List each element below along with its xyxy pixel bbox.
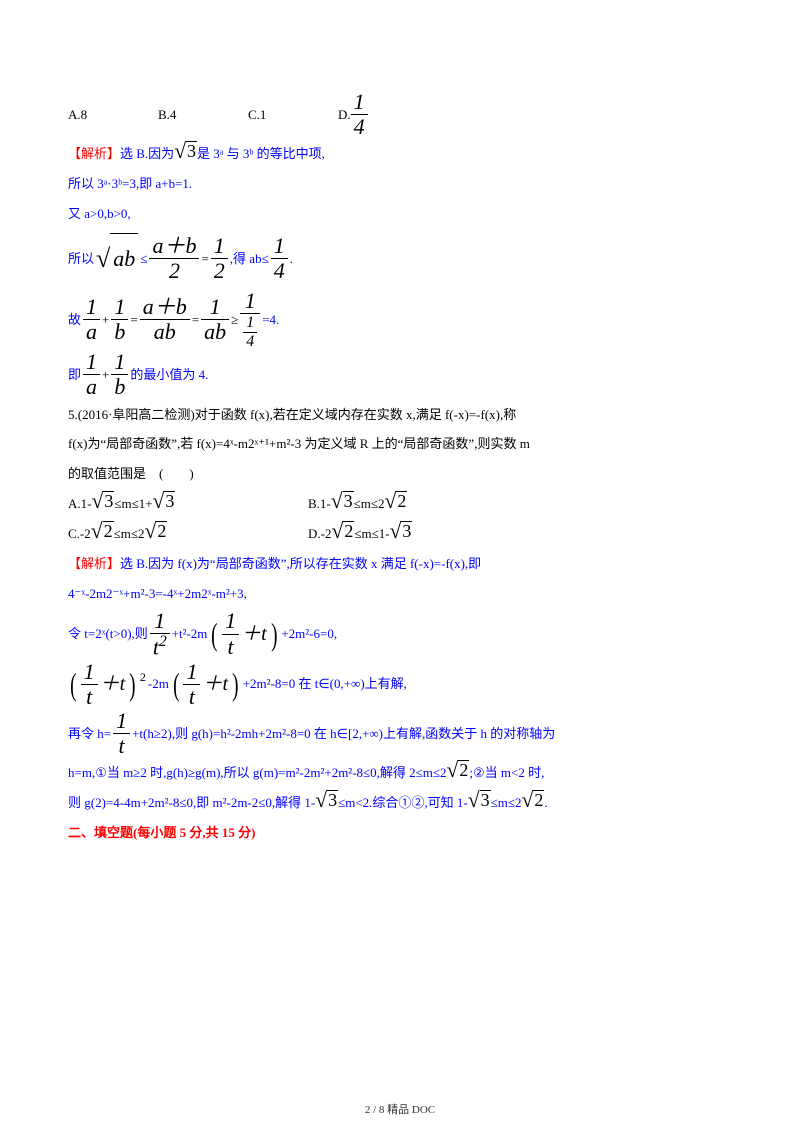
opt-a: A.1-√3≤m≤1+√3 — [68, 489, 308, 519]
q4-sol-line2: 所以 3ᵃ·3ᵇ=3,即 a+b=1. — [68, 169, 732, 199]
lparen: ( — [173, 668, 179, 700]
q5-sol2: 4⁻ˣ-2m2⁻ˣ+m²-3=-4ˣ+2m2ˣ-m²+3, — [68, 579, 732, 609]
sqrt3: √3 — [174, 141, 197, 163]
inner-frac: 1 4 — [243, 314, 257, 350]
frac-1a: 1 a — [83, 295, 100, 344]
q5-stem3: 的取值范围是 ( ) — [68, 459, 732, 489]
frac-quarter: 1 4 — [271, 234, 288, 283]
frac-1-t: 1 t — [222, 609, 239, 658]
frac-nested: 1 1 4 — [240, 289, 260, 350]
frac-ab-2: a＋b 2 — [149, 234, 199, 283]
sqrt-ab: √ab — [96, 229, 138, 289]
q4-sol-line1: 【解析】选 B.因为√3是 3ᵃ 与 3ᵇ 的等比中项, — [68, 139, 732, 169]
text: ;②当 m<2 时, — [469, 765, 544, 780]
q5-sol1: 【解析】选 B.因为 f(x)为“局部奇函数”,所以存在实数 x 满足 f(-x… — [68, 549, 732, 579]
plus: + — [102, 305, 109, 335]
rparen: ) — [232, 668, 238, 700]
q4-options: A.8 B.4 C.1 D. 1 4 — [68, 90, 732, 139]
q4-sol-line4: 所以 √ab ≤ a＋b 2 = 1 2 ,得 ab≤ 1 4 . — [68, 229, 732, 289]
text: 则 g(2)=4-4m+2m²-8≤0,即 m²-2m-2≤0,解得 1- — [68, 795, 315, 810]
q5-sol4: ( 1 t ＋t ) 2 -2m ( 1 t ＋t ) +2m²-8=0 在 t… — [68, 660, 732, 709]
text: ≤m<2.综合①②,可知 1- — [338, 795, 468, 810]
frac-1-t-d: 1 t — [113, 709, 130, 758]
text: 即 — [68, 360, 81, 390]
frac-half: 1 2 — [211, 234, 228, 283]
eq: = — [192, 305, 199, 335]
frac-1b-2: 1 b — [111, 350, 128, 399]
plus-t: ＋t — [202, 661, 228, 707]
q5-opts-row1: A.1-√3≤m≤1+√3 B.1-√3≤m≤2√2 — [68, 489, 732, 519]
frac-1-4: 1 4 — [351, 90, 368, 139]
text: +2m²-8=0 在 t∈(0,+∞)上有解, — [243, 669, 407, 699]
frac-1-t-b: 1 t — [81, 660, 98, 709]
q5-stem2: f(x)为“局部奇函数”,若 f(x)=4ˣ-m2ˣ⁺¹+m²-3 为定义域 R… — [68, 429, 732, 459]
text: 选 B.因为 — [120, 146, 174, 161]
q5-stem1: 5.(2016·阜阳高二检测)对于函数 f(x),若在定义域内存在实数 x,满足… — [68, 400, 732, 430]
plus: + — [102, 360, 109, 390]
lparen: ( — [212, 618, 218, 650]
opt-d: D. 1 4 — [338, 90, 448, 139]
text: 是 3ᵃ 与 3ᵇ 的等比中项, — [197, 146, 325, 161]
q5-sol7: 则 g(2)=4-4m+2m²-8≤0,即 m²-2m-2≤0,解得 1-√3≤… — [68, 788, 732, 818]
frac-1-t2: 1 t2 — [150, 609, 170, 660]
frac-1a-2: 1 a — [83, 350, 100, 399]
q5-sol5: 再令 h= 1 t +t(h≥2),则 g(h)=h²-2mh+2m²-8=0 … — [68, 709, 732, 758]
text: 故 — [68, 305, 81, 335]
frac-1-t-c: 1 t — [183, 660, 200, 709]
sol-label: 【解析】 — [68, 146, 120, 161]
opt-a: A.8 — [68, 100, 158, 130]
text: ≤m≤2 — [491, 795, 522, 810]
plus-t: ＋t — [241, 611, 267, 657]
eq: = — [201, 244, 208, 274]
text: . — [544, 795, 547, 810]
text: +t(h≥2),则 g(h)=h²-2mh+2m²-8=0 在 h∈[2,+∞)… — [132, 719, 555, 749]
text: 再令 h= — [68, 719, 111, 749]
eq: = — [130, 305, 137, 335]
opt-b: B.1-√3≤m≤2√2 — [308, 489, 407, 519]
opt-d-prefix: D. — [338, 100, 351, 130]
page-footer: 2 / 8 精品 DOC — [0, 1101, 800, 1117]
lparen: ( — [70, 668, 76, 700]
q4-sol-line5: 故 1 a + 1 b = a＋b ab = 1 ab ≥ 1 1 4 — [68, 289, 732, 350]
text: +t²-2m — [172, 619, 208, 649]
q5-opts-row2: C.-2√2≤m≤2√2 D.-2√2≤m≤1-√3 — [68, 519, 732, 549]
frac-abab: a＋b ab — [140, 295, 190, 344]
sol-label: 【解析】 — [68, 556, 120, 571]
opt-c: C.-2√2≤m≤2√2 — [68, 519, 308, 549]
plus-t: ＋t — [100, 661, 126, 707]
text: 令 t=2ˣ(t>0),则 — [68, 619, 148, 649]
opt-c: C.1 — [248, 100, 338, 130]
text: =4. — [262, 305, 279, 335]
q4-sol-line3: 又 a>0,b>0, — [68, 199, 732, 229]
opt-d: D.-2√2≤m≤1-√3 — [308, 519, 412, 549]
opt-b: B.4 — [158, 100, 248, 130]
period: . — [290, 244, 293, 274]
ge: ≥ — [231, 305, 238, 335]
rparen: ) — [271, 618, 277, 650]
text: ,得 ab≤ — [230, 244, 269, 274]
rparen: ) — [129, 668, 135, 700]
text: 选 B.因为 f(x)为“局部奇函数”,所以存在实数 x 满足 f(-x)=-f… — [120, 556, 481, 571]
q5-sol3: 令 t=2ˣ(t>0),则 1 t2 +t²-2m ( 1 t ＋t ) +2m… — [68, 609, 732, 660]
section-2-title: 二、填空题(每小题 5 分,共 15 分) — [68, 818, 732, 848]
text: -2m — [148, 669, 169, 699]
exp2: 2 — [140, 664, 146, 692]
text: 所以 — [68, 244, 94, 274]
q4-sol-line6: 即 1 a + 1 b 的最小值为 4. — [68, 350, 732, 399]
text: 的最小值为 4. — [130, 360, 208, 390]
text: +2m²-6=0, — [281, 619, 337, 649]
text: h=m,①当 m≥2 时,g(h)≥g(m),所以 g(m)=m²-2m²+2m… — [68, 765, 447, 780]
frac-1ab: 1 ab — [201, 295, 229, 344]
q5-sol6: h=m,①当 m≥2 时,g(h)≥g(m),所以 g(m)=m²-2m²+2m… — [68, 758, 732, 788]
le: ≤ — [140, 244, 147, 274]
frac-1b: 1 b — [111, 295, 128, 344]
